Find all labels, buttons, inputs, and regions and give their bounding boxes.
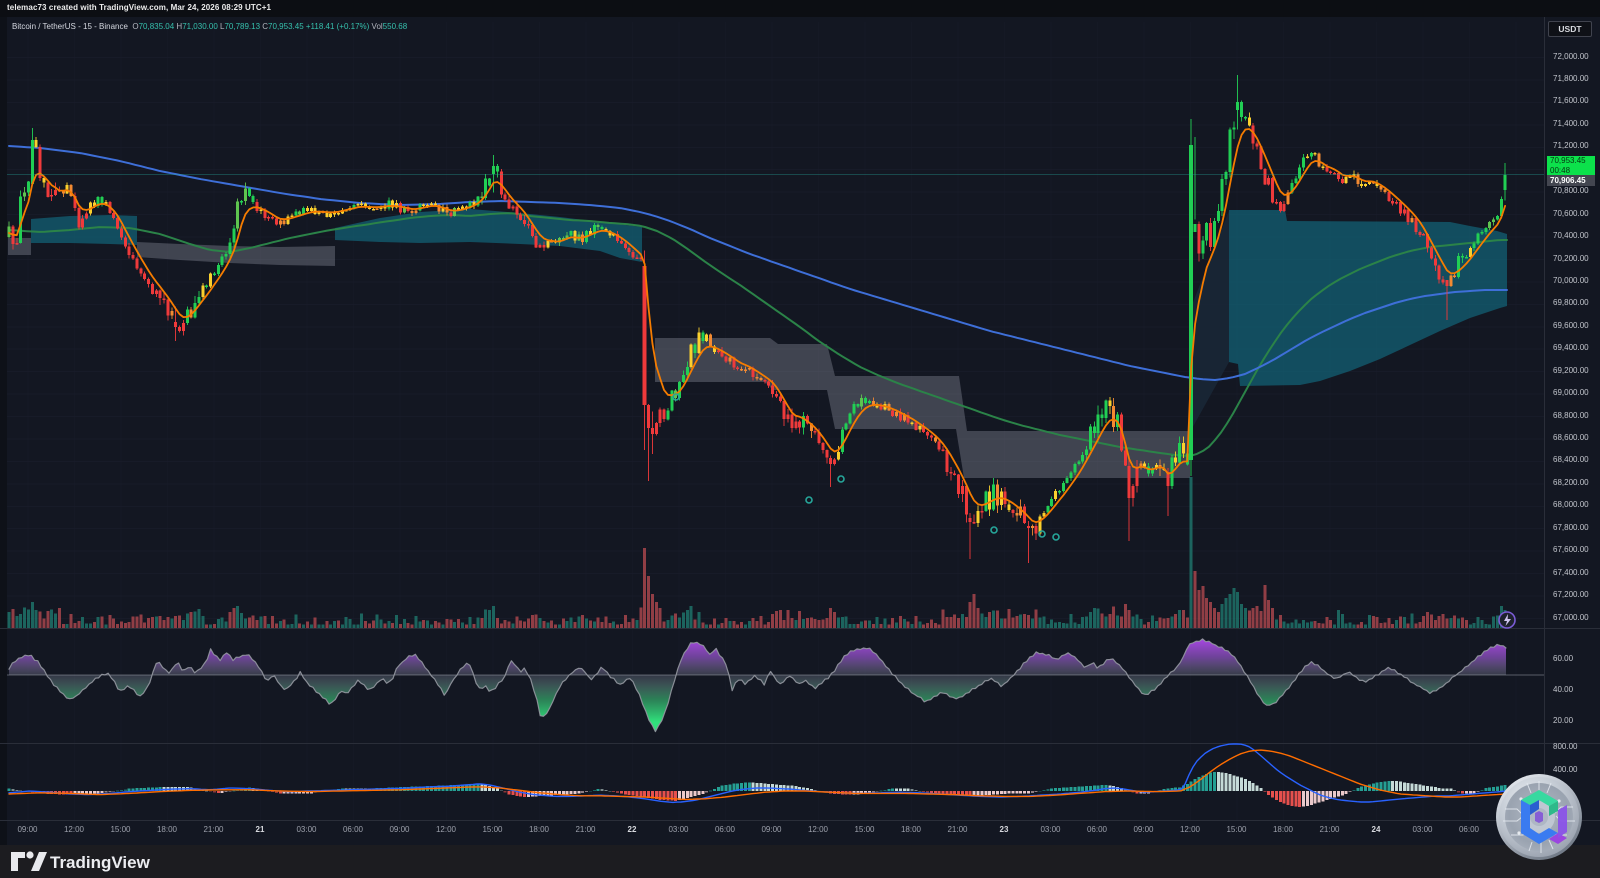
svg-text:TradingView: TradingView bbox=[50, 853, 151, 872]
